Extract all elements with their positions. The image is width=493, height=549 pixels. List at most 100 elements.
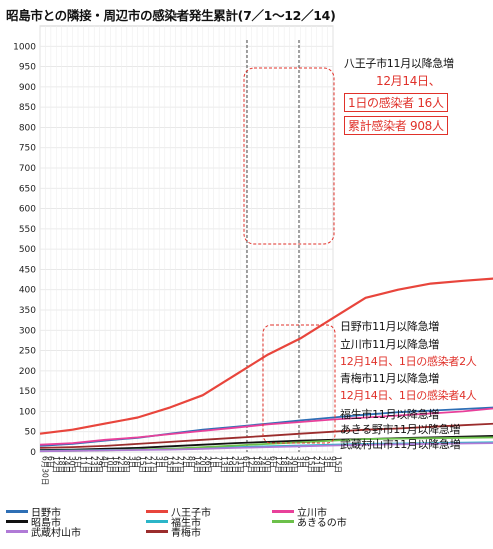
x-tick-label: 21日: [312, 456, 321, 473]
x-axis-ticks: 6月30日6日12日18日24日30日5日11日17日23日29日4日10日16…: [41, 456, 343, 485]
series-line-hachioji: [39, 277, 493, 435]
x-tick-label: 3日: [323, 456, 332, 468]
legend-swatch: [272, 510, 294, 513]
x-tick-label: 15日: [306, 456, 315, 473]
x-tick-label: 3日: [127, 456, 136, 468]
series-line-akishima: [39, 434, 493, 451]
y-axis-ticks: 0 50 100 150 200 250 300 350 400 450 500 550 600 650 7…: [13, 42, 36, 458]
annotation-hino: 日野市11月以降急増: [340, 320, 439, 333]
legend-label: 青梅市: [171, 528, 201, 539]
x-tick-label: 18日: [57, 456, 66, 473]
x-tick-label: 5日: [73, 456, 82, 468]
legend-item-tachikawa: 立川市: [272, 504, 327, 519]
y-tick-label: 700: [19, 164, 36, 174]
x-tick-label: 24日: [62, 456, 71, 473]
x-tick-label: 9日: [301, 456, 310, 468]
x-tick-label: 3日: [154, 456, 163, 468]
x-tick-label: 18日: [279, 456, 288, 473]
y-tick-label: 750: [19, 144, 36, 154]
highlight-box-hachioji: [243, 67, 335, 245]
x-tick-label: 14日: [192, 456, 201, 473]
highlight-boxes: [243, 67, 336, 444]
y-tick-label: 400: [19, 286, 36, 296]
y-tick-label: 850: [19, 103, 36, 113]
x-tick-label: 22日: [116, 456, 125, 473]
annotation-hachioji-4: 累計感染者 908人: [344, 116, 448, 135]
annotation-hachioji-2: 12月14日、: [376, 74, 441, 88]
page-title: 昭島市との隣接・周辺市の感染者発生累計(7／1～12／14): [6, 8, 336, 23]
x-tick-label: 30日: [68, 456, 77, 473]
y-tick-label: 950: [19, 63, 36, 73]
x-tick-label: 10日: [106, 456, 115, 473]
legend-label: あきるの市: [297, 518, 347, 529]
series-line-tachikawa: [39, 407, 493, 446]
x-tick-label: 1日: [209, 456, 218, 468]
x-tick-label: 7日: [214, 456, 223, 468]
x-tick-label: 8日: [187, 456, 196, 468]
x-tick-label: 6日: [268, 456, 277, 468]
legend-label: 武蔵村山市: [31, 528, 81, 539]
x-tick-label: 6日: [241, 456, 250, 468]
y-tick-label: 0: [30, 448, 36, 458]
legend-swatch: [6, 520, 28, 523]
series-line-hino: [39, 406, 493, 447]
x-tick-label: 24日: [258, 456, 267, 473]
y-tick-label: 1000: [13, 42, 36, 52]
legend-item-fussa: 福生市: [146, 514, 201, 529]
legend-label: 日野市: [31, 508, 61, 519]
y-tick-label: 550: [19, 225, 36, 235]
legend-label: 福生市: [171, 518, 201, 529]
annotation-ome: 青梅市11月以降急増: [340, 372, 439, 385]
y-tick-label: 100: [19, 407, 36, 417]
chart-grid: [39, 25, 334, 453]
legend-swatch: [272, 520, 294, 523]
x-tick-label: 13日: [220, 456, 229, 473]
x-tick-label: 16日: [111, 456, 120, 473]
x-tick-label: 12日: [51, 456, 60, 473]
x-tick-label: 29日: [95, 456, 104, 473]
annotation-akiruno: あきる野市11月以降急増: [340, 423, 461, 436]
x-tick-label: 2日: [182, 456, 191, 468]
y-tick-label: 200: [19, 367, 36, 377]
y-tick-label: 600: [19, 205, 36, 215]
legend-swatch: [6, 530, 28, 533]
y-tick-label: 450: [19, 265, 36, 275]
legend-item-akishima: 昭島市: [6, 514, 61, 529]
annotation-ome-detail: 12月14日、1日の感染者4人: [340, 389, 477, 402]
x-tick-label: 20日: [198, 456, 207, 473]
x-tick-label: 24日: [285, 456, 294, 473]
legend-swatch: [6, 510, 28, 513]
x-tick-label: 15日: [334, 456, 343, 473]
annotation-tachikawa: 立川市11月以降急増: [340, 338, 439, 351]
x-tick-label: 15日: [138, 456, 147, 473]
highlight-box-others: [262, 324, 336, 444]
y-tick-label: 50: [25, 428, 37, 438]
x-tick-label: 9日: [328, 456, 337, 468]
x-tick-label: 11日: [78, 456, 87, 473]
x-tick-label: 6日: [46, 456, 55, 468]
x-tick-label: 31日: [236, 456, 245, 473]
x-tick-label: 30日: [263, 456, 272, 473]
legend-label: 八王子市: [171, 508, 211, 519]
legend-label: 立川市: [297, 508, 327, 519]
x-tick-label: 6月30日: [41, 456, 50, 485]
x-tick-label: 25日: [230, 456, 239, 473]
series-line-musashimurayama: [39, 442, 493, 453]
x-tick-label: 9日: [160, 456, 169, 468]
annotation-tachikawa-detail: 12月14日、1日の感染者2人: [340, 355, 477, 368]
x-tick-label: 18日: [252, 456, 261, 473]
annotation-musashimurayama: 武蔵村山市11月以降急増: [340, 438, 461, 451]
x-tick-label: 28日: [122, 456, 131, 473]
x-tick-label: 12日: [274, 456, 283, 473]
legend-swatch: [146, 520, 168, 523]
x-tick-label: 19日: [225, 456, 234, 473]
guide-lines: [246, 40, 300, 452]
y-tick-label: 350: [19, 306, 36, 316]
series-lines: [39, 277, 493, 453]
x-tick-label: 27日: [176, 456, 185, 473]
legend-item-musashimurayama: 武蔵村山市: [6, 524, 81, 539]
legend-label: 昭島市: [31, 518, 61, 529]
x-tick-label: 3日: [296, 456, 305, 468]
legend-item-hino: 日野市: [6, 504, 61, 519]
x-tick-label: 30日: [290, 456, 299, 473]
